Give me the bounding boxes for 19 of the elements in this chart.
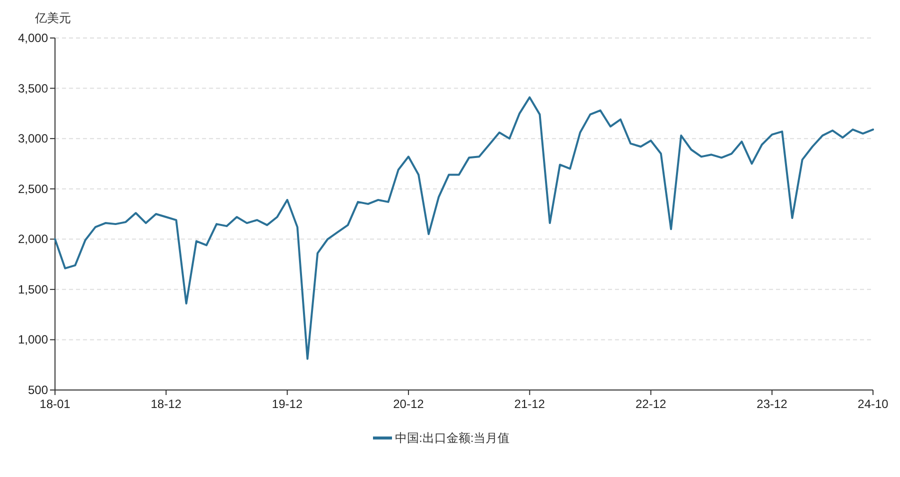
x-tick-label: 18-01 [40, 397, 71, 411]
y-tick-label: 1,000 [18, 332, 48, 347]
y-tick-label: 3,500 [18, 81, 48, 96]
y-tick-label: 2,000 [18, 232, 48, 246]
y-axis-title: 亿美元 [34, 11, 71, 25]
x-tick-label: 24-10 [858, 397, 889, 411]
y-tick-label: 2,500 [18, 182, 48, 196]
y-tick-label: 3,000 [18, 132, 48, 146]
legend-label: 中国:出口金额:当月值 [395, 431, 510, 445]
y-tick-label: 1,500 [18, 282, 48, 296]
x-tick-label: 21-12 [514, 397, 546, 411]
x-tick-label: 22-12 [635, 397, 666, 411]
x-tick-label: 20-12 [393, 397, 424, 411]
x-tick-label: 19-12 [272, 397, 303, 411]
x-tick-label: 18-12 [150, 397, 182, 411]
line-series [54, 96, 874, 360]
y-tick-label: 4,000 [18, 31, 48, 45]
x-tick-label: 23-12 [756, 397, 788, 411]
y-tick-label: 500 [28, 383, 48, 397]
